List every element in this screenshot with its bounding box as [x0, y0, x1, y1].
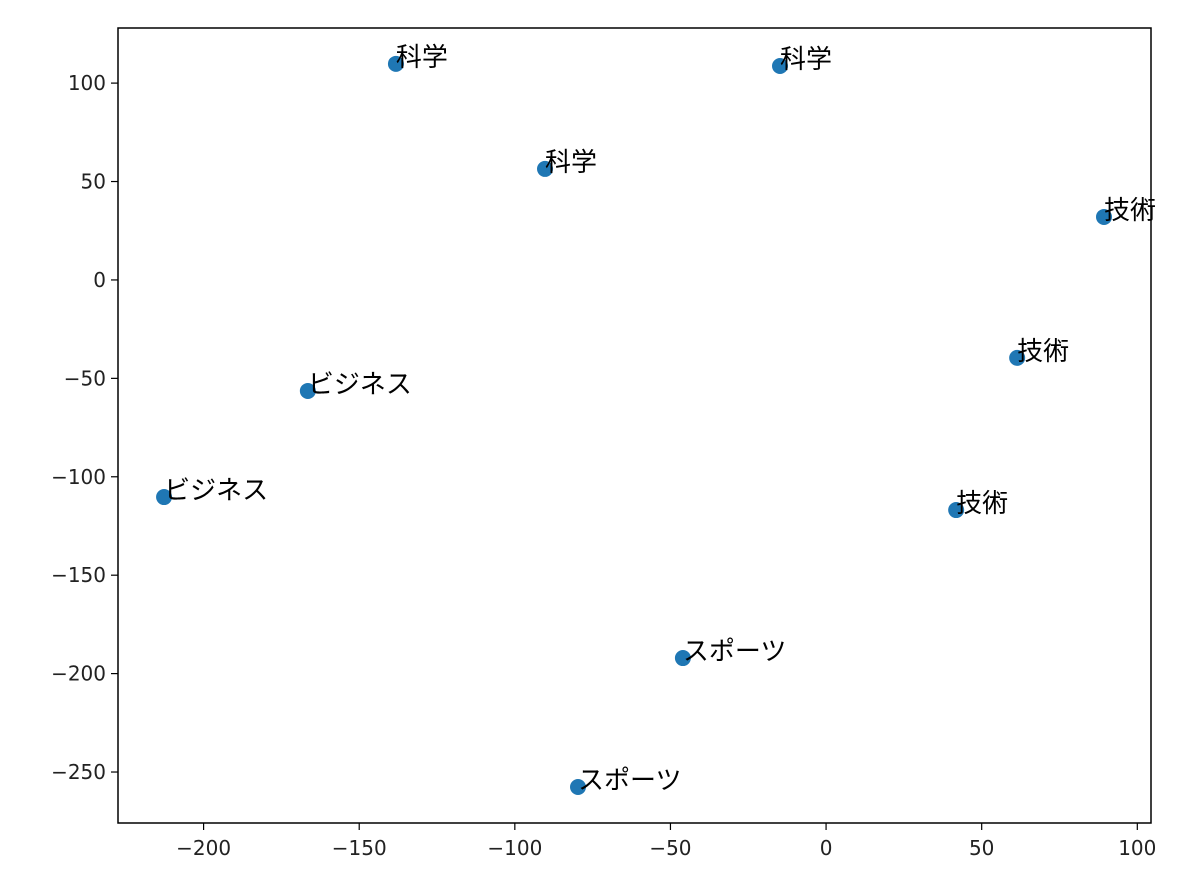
point-label: スポーツ: [578, 766, 681, 796]
x-tick-label: 0: [820, 836, 833, 860]
point-label: 技術: [1104, 196, 1156, 226]
y-tick-label: −50: [64, 366, 106, 390]
axes-frame: [117, 27, 1152, 824]
y-tick-label: −250: [51, 760, 106, 784]
y-tick-label: −100: [51, 465, 106, 489]
point-label: 科学: [396, 43, 448, 73]
point: [1096, 208, 1113, 225]
x-tick-label: −200: [176, 836, 231, 860]
x-tick-label: −50: [649, 836, 691, 860]
point: [674, 650, 691, 667]
y-tick-label: 50: [81, 170, 106, 194]
point-label: 技術: [956, 489, 1008, 519]
point: [948, 502, 965, 519]
point: [299, 382, 316, 399]
y-tick-label: 100: [68, 71, 106, 95]
point: [387, 55, 404, 72]
point-label: スポーツ: [683, 637, 786, 667]
y-tick-label: 0: [93, 268, 106, 292]
x-tick-label: 100: [1118, 836, 1156, 860]
x-tick-label: −150: [332, 836, 387, 860]
x-tick-label: −100: [487, 836, 542, 860]
point-label: ビジネス: [308, 370, 412, 400]
point: [1009, 349, 1026, 366]
point-label: 科学: [545, 148, 597, 178]
point-label: 科学: [780, 45, 832, 75]
x-tick-label: 50: [969, 836, 994, 860]
point: [537, 160, 554, 177]
point: [772, 57, 789, 74]
point: [570, 778, 587, 795]
y-tick-label: −150: [51, 563, 106, 587]
point-label: 技術: [1017, 337, 1069, 367]
point-label: ビジネス: [164, 476, 268, 506]
point: [156, 489, 173, 506]
y-tick-label: −200: [51, 662, 106, 686]
